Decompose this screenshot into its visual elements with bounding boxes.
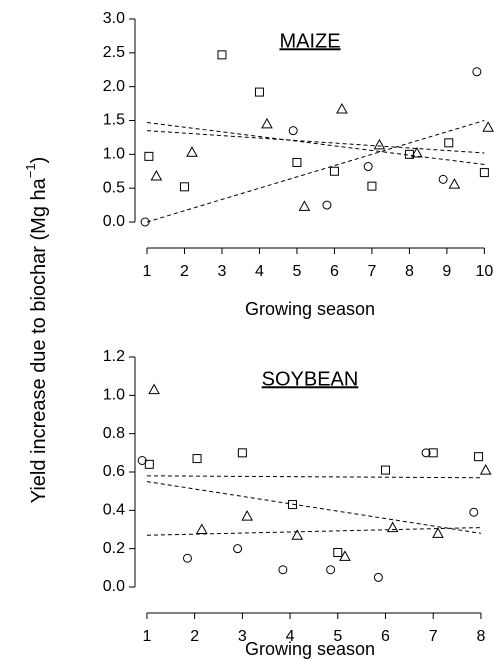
square-point xyxy=(254,87,264,97)
triangle-point xyxy=(298,200,311,211)
square-point xyxy=(444,138,454,148)
square-point xyxy=(192,454,202,464)
square-point xyxy=(237,448,247,458)
triangle-point xyxy=(241,510,253,521)
y-tick-label: 1.0 xyxy=(103,387,125,404)
triangle-point xyxy=(432,527,444,538)
circle-point xyxy=(469,507,479,517)
y-tick-label: 0.6 xyxy=(103,463,125,480)
x-tick-label: 9 xyxy=(442,263,451,280)
square-point xyxy=(144,151,154,161)
x-tick-label: 4 xyxy=(286,628,295,645)
square-point xyxy=(474,452,484,462)
circle-point xyxy=(438,174,448,184)
square-point xyxy=(479,168,489,178)
x-tick-label: 8 xyxy=(405,263,414,280)
x-tick-label: 4 xyxy=(255,263,264,280)
circle-point xyxy=(472,67,482,77)
triangle-point xyxy=(479,464,492,475)
triangle-point xyxy=(448,178,461,189)
chart-title: SOYBEAN xyxy=(262,368,359,390)
fit-line xyxy=(146,527,481,536)
x-axis-label: Growing season xyxy=(245,639,375,659)
triangle-point xyxy=(150,169,163,181)
x-tick-label: 7 xyxy=(429,628,438,645)
y-tick-label: 1.0 xyxy=(103,146,125,163)
triangle-point xyxy=(291,529,304,540)
square-point xyxy=(381,465,391,475)
y-tick-label: 0.8 xyxy=(103,425,125,442)
triangle-point xyxy=(373,138,386,150)
fit-line xyxy=(146,475,481,479)
circle-point xyxy=(363,162,373,172)
x-tick-label: 1 xyxy=(142,628,151,645)
triangle-point xyxy=(336,102,348,114)
x-tick-label: 2 xyxy=(180,263,189,280)
x-tick-label: 2 xyxy=(190,628,199,645)
x-tick-label: 8 xyxy=(476,628,485,645)
square-point xyxy=(217,50,227,60)
x-tick-label: 5 xyxy=(292,263,301,280)
square-point xyxy=(428,448,438,458)
triangle-point xyxy=(482,121,494,132)
triangle-point xyxy=(261,117,273,129)
fit-line xyxy=(146,120,485,223)
circle-point xyxy=(278,565,288,575)
y-tick-label: 3.0 xyxy=(103,10,125,27)
y-label-end: ) xyxy=(28,157,50,164)
triangle-point xyxy=(186,146,198,157)
x-tick-label: 10 xyxy=(475,263,493,280)
x-tick-label: 7 xyxy=(367,263,376,280)
fit-line xyxy=(146,130,485,154)
y-tick-label: 0.5 xyxy=(103,179,125,196)
circle-point xyxy=(373,572,383,582)
circle-point xyxy=(322,200,332,210)
x-tick-label: 3 xyxy=(238,628,247,645)
x-tick-label: 5 xyxy=(333,628,342,645)
square-point xyxy=(333,548,343,557)
x-tick-label: 6 xyxy=(330,263,339,280)
y-label-sup: −1 xyxy=(23,163,38,178)
y-tick-label: 0.2 xyxy=(103,540,125,557)
square-point xyxy=(329,166,339,176)
y-tick-label: 2.0 xyxy=(103,78,125,95)
y-axis-label: Yield increase due to biochar (Mg ha−1) xyxy=(23,157,50,504)
square-point xyxy=(292,157,302,167)
circle-point xyxy=(288,126,298,136)
triangle-point xyxy=(411,146,423,158)
fit-line xyxy=(146,481,482,534)
circle-point xyxy=(182,553,192,563)
y-tick-label: 1.5 xyxy=(103,112,125,129)
y-tick-label: 2.5 xyxy=(103,44,125,61)
circle-point xyxy=(140,217,150,227)
y-tick-label: 0.4 xyxy=(103,502,125,519)
x-tick-label: 3 xyxy=(218,263,227,280)
circle-point xyxy=(137,456,147,465)
fit-line xyxy=(146,122,485,165)
square-point xyxy=(287,500,297,510)
square-point xyxy=(367,181,377,191)
triangle-point xyxy=(339,550,351,561)
circle-point xyxy=(233,544,243,554)
circle-point xyxy=(421,448,431,458)
y-tick-label: 1.2 xyxy=(103,348,125,365)
square-point xyxy=(144,459,154,469)
triangle-point xyxy=(386,521,399,533)
triangle-point xyxy=(148,383,160,395)
y-tick-label: 0.0 xyxy=(103,578,125,595)
x-axis-label: Growing season xyxy=(245,299,375,319)
x-tick-label: 1 xyxy=(143,263,152,280)
y-label-text: Yield increase due to biochar (Mg ha xyxy=(28,177,50,503)
circle-point xyxy=(326,565,336,575)
chart-title: MAIZE xyxy=(279,30,340,52)
square-point xyxy=(179,182,189,192)
triangle-point xyxy=(195,523,208,534)
y-tick-label: 0.0 xyxy=(103,213,125,230)
x-tick-label: 6 xyxy=(381,628,390,645)
